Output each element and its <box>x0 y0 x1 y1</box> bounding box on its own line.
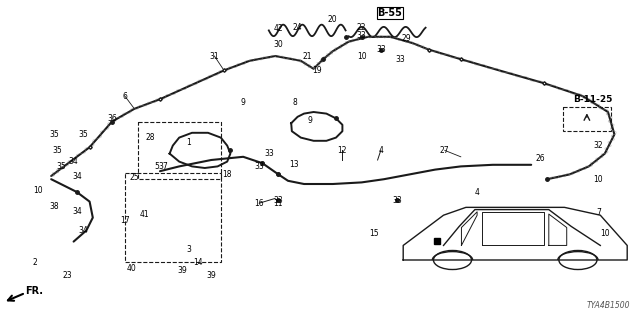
Text: 18: 18 <box>223 170 232 179</box>
Text: 20: 20 <box>328 15 338 24</box>
Text: 19: 19 <box>312 66 322 75</box>
Text: 35: 35 <box>56 162 66 171</box>
Text: FR.: FR. <box>26 286 44 296</box>
Text: 34: 34 <box>72 172 82 180</box>
Text: 33: 33 <box>264 149 274 158</box>
Text: 2: 2 <box>33 258 38 267</box>
Text: 9: 9 <box>241 98 246 107</box>
Text: 35: 35 <box>52 146 63 155</box>
Text: 24: 24 <box>292 23 303 32</box>
Bar <box>125 173 221 262</box>
Text: 42: 42 <box>273 24 284 33</box>
Text: 13: 13 <box>289 160 300 169</box>
Text: 26: 26 <box>536 154 546 163</box>
Text: 11: 11 <box>274 199 283 208</box>
Text: 3: 3 <box>186 245 191 254</box>
Text: 40: 40 <box>126 264 136 273</box>
Text: 35: 35 <box>49 130 60 139</box>
Text: 34: 34 <box>72 207 82 216</box>
Text: 6: 6 <box>122 92 127 100</box>
Text: 34: 34 <box>78 226 88 235</box>
Text: 9: 9 <box>308 116 313 124</box>
Text: 8: 8 <box>292 98 297 107</box>
Text: 37: 37 <box>158 162 168 171</box>
Text: 4: 4 <box>474 188 479 196</box>
Text: 10: 10 <box>356 52 367 60</box>
Text: 35: 35 <box>78 130 88 139</box>
Text: 14: 14 <box>193 258 204 267</box>
Text: 27: 27 <box>440 146 450 155</box>
Text: 22: 22 <box>357 23 366 32</box>
Text: 10: 10 <box>33 186 44 195</box>
Text: 16: 16 <box>254 199 264 208</box>
Text: 25: 25 <box>129 173 140 182</box>
Text: 33: 33 <box>376 45 386 54</box>
Text: 33: 33 <box>273 196 284 204</box>
Text: 21: 21 <box>303 52 312 60</box>
Text: 32: 32 <box>593 141 604 150</box>
Text: 38: 38 <box>49 202 60 211</box>
Text: 15: 15 <box>369 229 380 238</box>
Text: 39: 39 <box>206 271 216 280</box>
Text: 33: 33 <box>254 162 264 171</box>
Text: 31: 31 <box>209 52 220 60</box>
Text: 29: 29 <box>401 34 412 43</box>
Text: 39: 39 <box>177 266 188 275</box>
Text: 30: 30 <box>273 40 284 49</box>
Text: TYA4B1500: TYA4B1500 <box>587 301 630 310</box>
Text: 12: 12 <box>338 146 347 155</box>
Text: B-11-25: B-11-25 <box>573 95 612 104</box>
Text: 10: 10 <box>593 175 604 184</box>
Text: B-55: B-55 <box>378 8 403 18</box>
Text: 33: 33 <box>392 196 402 204</box>
Bar <box>138 122 221 179</box>
Text: 5: 5 <box>154 162 159 171</box>
Text: 23: 23 <box>62 271 72 280</box>
Text: 10: 10 <box>600 229 610 238</box>
Bar <box>563 107 611 131</box>
Text: 33: 33 <box>356 31 367 40</box>
Text: 17: 17 <box>120 216 130 225</box>
Text: 1: 1 <box>186 138 191 147</box>
Text: 34: 34 <box>68 157 79 166</box>
Text: 36: 36 <box>107 114 117 123</box>
Text: 7: 7 <box>596 208 601 217</box>
Text: 33: 33 <box>395 55 405 64</box>
Text: 4: 4 <box>378 146 383 155</box>
Text: 41: 41 <box>139 210 149 219</box>
Text: 28: 28 <box>146 133 155 142</box>
